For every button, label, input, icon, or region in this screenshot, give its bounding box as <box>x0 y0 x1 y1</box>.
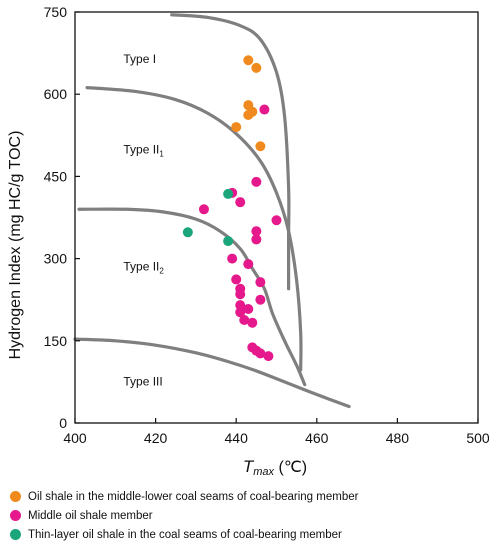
legend-item-orange: Oil shale in the middle-lower coal seams… <box>10 487 494 506</box>
data-point <box>259 104 270 115</box>
legend-marker-green <box>10 529 21 540</box>
type-label: Type II2 <box>123 260 164 276</box>
y-tick-label: 0 <box>59 415 67 431</box>
x-axis-title-unit: (℃) <box>274 459 307 476</box>
type-boundary-curve <box>85 86 303 372</box>
data-point <box>239 314 250 325</box>
y-tick-label: 750 <box>44 4 68 20</box>
legend-marker-orange <box>10 491 21 502</box>
type-label: Type III <box>123 375 162 389</box>
type-boundary-curves <box>73 13 351 409</box>
data-point <box>263 351 274 362</box>
data-point <box>223 188 234 199</box>
legend: Oil shale in the middle-lower coal seams… <box>10 487 494 544</box>
data-point <box>227 253 238 264</box>
data-point <box>247 317 258 328</box>
x-tick-label: 420 <box>144 430 168 446</box>
data-point <box>235 289 246 300</box>
legend-label: Middle oil shale member <box>28 509 153 522</box>
type-boundary-curve <box>73 337 351 409</box>
y-tick-label: 300 <box>44 251 68 267</box>
x-axis-title: Tmax (℃) <box>243 457 307 478</box>
data-point <box>198 204 209 215</box>
data-point <box>231 274 242 285</box>
data-point <box>235 307 246 318</box>
data-point <box>255 294 266 305</box>
legend-label: Thin-layer oil shale in the coal seams o… <box>28 528 342 541</box>
plot-frame <box>74 11 479 424</box>
x-tick-label: 460 <box>305 430 329 446</box>
y-tick-label: 450 <box>44 168 68 184</box>
data-point <box>235 197 246 208</box>
data-point <box>243 110 254 121</box>
data-point <box>243 259 254 270</box>
type-label: Type I <box>123 52 156 66</box>
data-point <box>251 62 262 73</box>
legend-label: Oil shale in the middle-lower coal seams… <box>28 490 359 503</box>
data-points <box>182 55 282 362</box>
y-tick-label: 600 <box>44 86 68 102</box>
data-point <box>251 176 262 187</box>
data-point <box>251 234 262 245</box>
y-tick-label: 150 <box>44 333 68 349</box>
scatter-chart: 400 420 440 460 480 500 0 150 300 450 600 750 Type … <box>7 4 490 478</box>
data-point <box>223 236 234 247</box>
x-tick-label: 500 <box>466 430 490 446</box>
type-boundary-curve <box>77 207 307 387</box>
y-axis-title: Hydrogen Index (mg HC/g TOC) <box>7 131 24 360</box>
data-point <box>255 348 266 359</box>
data-point <box>243 304 254 315</box>
data-point <box>182 227 193 238</box>
legend-item-magenta: Middle oil shale member <box>10 506 494 525</box>
legend-marker-magenta <box>10 510 21 521</box>
x-axis-title-sub: max <box>253 466 274 478</box>
data-point <box>255 141 266 152</box>
x-tick-label: 480 <box>386 430 410 446</box>
type-label: Type II1 <box>123 142 164 158</box>
data-point <box>231 122 242 133</box>
data-point <box>243 55 254 66</box>
x-tick-label: 440 <box>225 430 249 446</box>
data-point <box>251 226 262 237</box>
data-point <box>235 300 246 311</box>
type-boundary-curve <box>170 13 291 291</box>
x-axis-title-main: T <box>243 457 255 476</box>
type-labels: Type I Type II1 Type II2 Type III <box>123 52 164 389</box>
x-tick-label: 400 <box>63 430 87 446</box>
data-point <box>271 215 282 226</box>
data-point <box>255 277 266 288</box>
legend-item-green: Thin-layer oil shale in the coal seams o… <box>10 525 494 544</box>
axes: 400 420 440 460 480 500 0 150 300 450 600 750 <box>44 4 490 446</box>
